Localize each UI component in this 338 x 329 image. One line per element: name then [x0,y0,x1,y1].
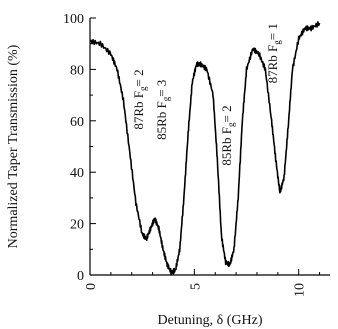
series-layer [89,21,321,275]
y-axis-label: Normalized Taper Transmission (%) [6,44,21,248]
x-tick-label: 10 [293,283,308,297]
peak-annotation-3: 85Rb Fg= 2 [219,105,236,165]
series-line-0 [89,21,321,275]
y-tick-label: 80 [70,63,84,78]
y-tick-label: 100 [63,12,84,27]
y-tick-label: 20 [70,218,84,233]
peak-annotation-2: 85Rb Fg= 3 [154,80,171,140]
peak-annotation-1: 87Rb Fg= 2 [131,69,148,129]
plot-frame [89,18,330,276]
x-tick-label: 0 [84,283,99,290]
x-axis-label: Detuning, δ (GHz) [158,313,263,328]
peak-annotation-4: 87Rb Fg= 1 [265,23,282,83]
x-tick-label: 5 [188,283,203,290]
y-tick-label: 60 [70,115,84,130]
annotation-layer: 87Rb Fg= 2 85Rb Fg= 3 85Rb Fg= 2 87Rb Fg= 1 [131,23,282,165]
tick-layer [89,17,321,276]
y-tick-label: 40 [70,166,84,181]
y-tick-label: 0 [77,269,84,284]
label-layer: 0 20 40 60 80 100 0 5 10 [63,12,308,297]
